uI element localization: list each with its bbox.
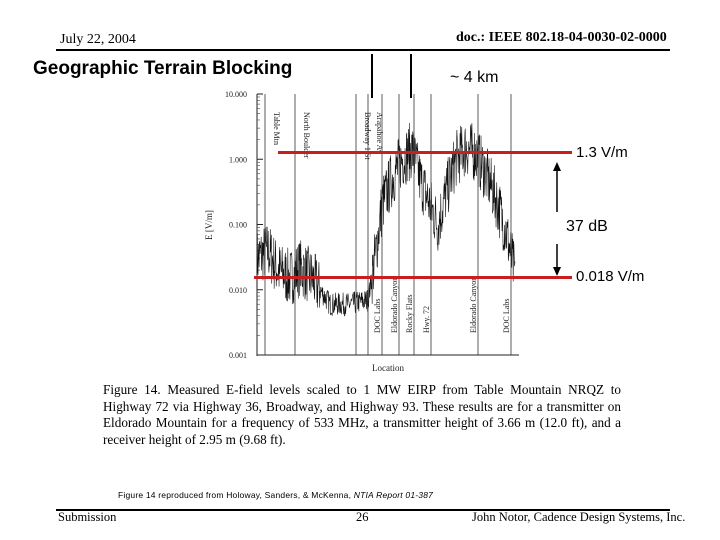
y-tick-label: 0.001 xyxy=(229,351,247,360)
top-marker-label: Arapahoe Av xyxy=(375,112,384,154)
slide-title: Geographic Terrain Blocking xyxy=(33,58,293,79)
upper-level-line xyxy=(278,151,572,154)
chart-trace xyxy=(256,123,516,317)
bottom-marker-label: DOC Labs xyxy=(373,299,382,333)
figure-caption: Figure 14. Measured E-field levels scale… xyxy=(103,382,621,447)
y-tick-label: 10.000 xyxy=(225,90,247,99)
figure-credit: Figure 14 reproduced from Holoway, Sande… xyxy=(118,490,433,500)
bottom-marker-label: Eldorado Canyon xyxy=(390,277,399,333)
header-rule xyxy=(56,49,670,51)
lower-level-label: 0.018 V/m xyxy=(576,268,645,285)
distance-label: ~ 4 km xyxy=(450,69,499,86)
attenuation-label: 37 dB xyxy=(566,218,608,235)
y-tick-label: 0.010 xyxy=(229,286,247,295)
chart-axes xyxy=(256,93,519,356)
attenuation-arrow xyxy=(553,162,561,276)
top-marker-label: North Boulder xyxy=(302,112,311,159)
footer-right: John Notor, Cadence Design Systems, Inc. xyxy=(472,510,686,524)
lower-level-line xyxy=(254,276,572,279)
bottom-marker-label: Hwy. 72 xyxy=(422,306,431,333)
credit-prefix: Figure 14 reproduced from Holoway, Sande… xyxy=(118,490,354,500)
y-tick-label: 0.100 xyxy=(229,221,247,230)
header-date: July 22, 2004 xyxy=(60,32,136,47)
upper-level-label: 1.3 V/m xyxy=(576,144,628,161)
efield-chart: 10.000 1.000 0.100 0.010 0.001 E [V/m] Locatio… xyxy=(204,90,519,373)
footer-page-number: 26 xyxy=(356,510,369,524)
distance-bar-right xyxy=(410,54,412,98)
distance-bar-left xyxy=(371,54,373,98)
top-marker-label: Broadway 1 St xyxy=(363,112,372,160)
y-tick-label: 1.000 xyxy=(229,155,247,164)
footer-left: Submission xyxy=(58,510,117,524)
measured-efield-trace xyxy=(256,123,516,317)
header-doc-id: doc.: IEEE 802.18-04-0030-02-0000 xyxy=(456,30,667,45)
bottom-marker-label: Eldorado Canyon xyxy=(469,277,478,333)
y-axis-label: E [V/m] xyxy=(204,210,214,240)
bottom-marker-label: DOC Labs xyxy=(502,299,511,333)
top-marker-label: Table Mtn xyxy=(272,112,281,145)
x-axis-label: Location xyxy=(372,363,404,373)
credit-source: NTIA Report 01-387 xyxy=(353,490,434,500)
footer-rule xyxy=(56,509,670,511)
chart-markers xyxy=(264,94,512,355)
chart-text: 10.000 1.000 0.100 0.010 0.001 E [V/m] Locatio… xyxy=(204,90,511,373)
bottom-marker-label: Rocky Flats xyxy=(405,295,414,333)
